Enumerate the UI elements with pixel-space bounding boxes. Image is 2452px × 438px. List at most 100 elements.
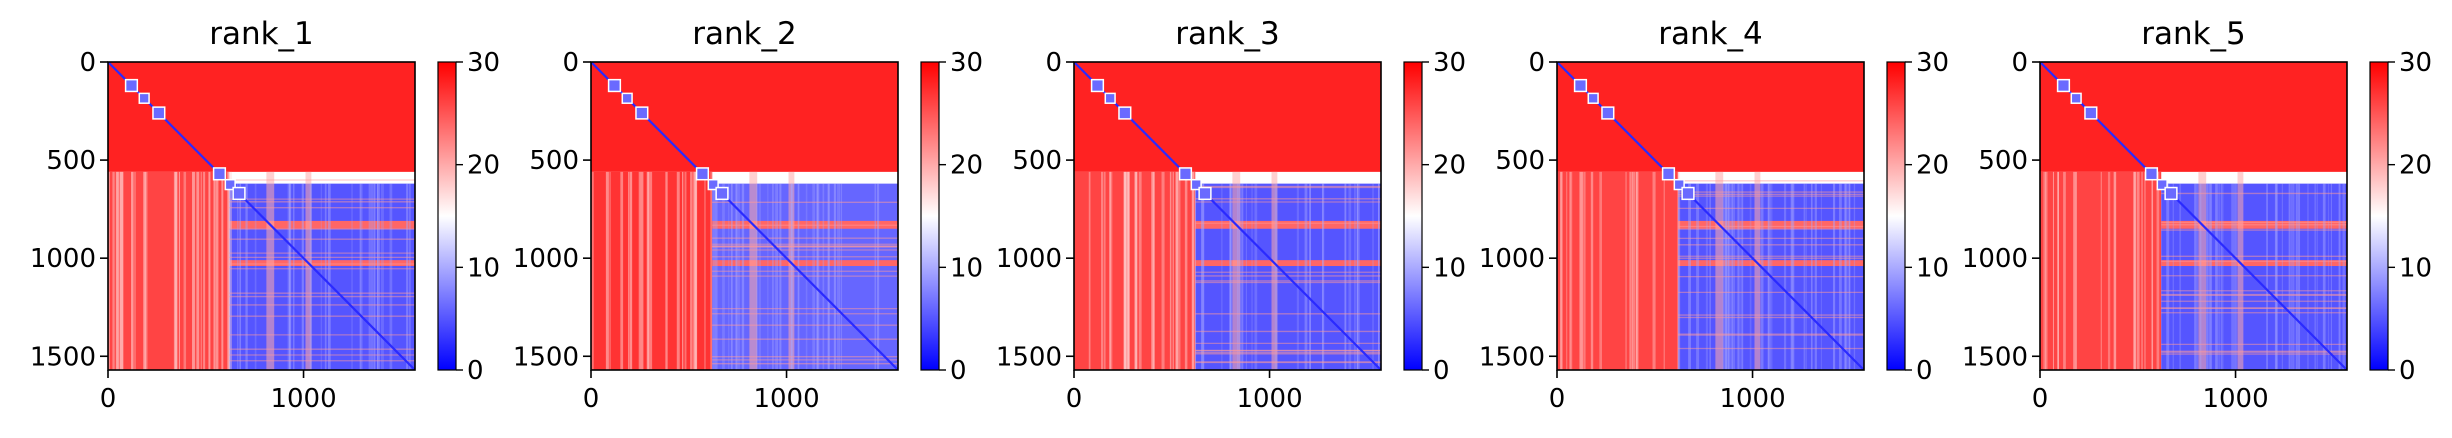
texture-stripe [2220,183,2222,370]
texture-stripe [215,171,219,370]
texture-stripe [730,183,733,370]
heatmap-band [1754,171,1761,370]
texture-stripe [779,183,782,370]
y-tick-label: 1500 [30,342,96,372]
heatmap-block [1195,260,1381,267]
texture-stripe [183,171,187,370]
diagonal-domain [1673,178,1685,191]
texture-stripe [239,183,242,370]
texture-stripe [254,183,257,370]
diagonal-domain [607,78,622,93]
texture-stripe [620,171,624,370]
texture-stripe [755,183,758,370]
diagonal-domain [1587,92,1599,104]
diagonal-domain [707,178,719,191]
texture-stripe [1161,171,1165,370]
texture-stripe [1230,183,1233,370]
texture-stripe [1581,171,1584,370]
texture-stripe [359,183,361,370]
texture-stripe [2338,183,2341,370]
texture-stripe [2073,171,2077,370]
texture-stripe [2063,171,2066,370]
heatmap-block [1678,260,1864,267]
colorbar-tick-label: 20 [950,151,983,181]
heatmap-matrix [591,62,898,370]
heatmap-block [2040,171,2162,370]
y-tick-label: 0 [1528,48,1545,78]
x-tick-label: 0 [2032,384,2049,414]
texture-stripe [119,171,121,370]
diagonal-domain [1190,178,1202,191]
texture-stripe [1636,171,1639,370]
texture-stripe [1124,171,1127,370]
y-tick-label: 500 [46,146,96,176]
y-tick-label: 0 [562,48,579,78]
texture-stripe [629,171,633,370]
texture-stripe [1229,183,1232,370]
texture-stripe [328,183,331,370]
texture-stripe [120,171,124,370]
x-tick-label: 1000 [753,384,819,414]
texture-stripe [287,183,291,370]
colorbar-tick-label: 0 [2399,356,2416,386]
texture-stripe [174,171,178,370]
texture-stripe [1229,183,1232,370]
chart-title: rank_5 [2141,16,2246,52]
y-tick-label: 1000 [513,244,579,274]
texture-stripe [178,171,180,370]
y-tick-label: 1500 [513,342,579,372]
texture-stripe [373,183,376,370]
texture-stripe [1175,171,1179,370]
texture-stripe [1175,171,1179,370]
texture-stripe [1599,171,1603,370]
colorbar-tick-label: 30 [2399,48,2432,78]
texture-stripe [229,171,232,370]
texture-stripe [1101,171,1104,370]
texture-stripe [2218,183,2220,370]
texture-stripe [1652,171,1656,370]
texture-stripe [737,183,740,370]
heatmap-block [1195,220,1381,229]
diagonal-domain [2070,92,2082,104]
texture-stripe [876,183,880,370]
texture-stripe [1184,171,1188,370]
texture-stripe [2075,171,2077,370]
y-tick-label: 500 [529,146,579,176]
y-tick-label: 500 [1978,146,2028,176]
texture-stripe [609,171,611,370]
diagonal-domain [1178,167,1193,181]
diagonal-domain [2056,78,2071,93]
diagonal-domain [224,178,236,191]
texture-stripe [1104,171,1106,370]
texture-stripe [2052,171,2054,370]
colorbar-tick-label: 0 [1916,356,1933,386]
texture-stripe [1169,171,1172,370]
texture-stripe [1344,183,1347,370]
texture-stripe [1304,183,1308,370]
texture-stripe [1195,171,1196,370]
texture-stripe [2156,171,2160,370]
heatmap-block [1678,220,1864,229]
texture-stripe [1109,171,1111,370]
texture-stripe [1109,171,1113,370]
texture-stripe [638,171,641,370]
texture-stripe [2133,171,2136,370]
texture-stripe [1191,171,1195,370]
texture-stripe [2196,183,2198,370]
texture-stripe [221,171,224,370]
texture-stripe [237,183,239,370]
diagonal-domain [2156,178,2168,191]
texture-stripe [2307,183,2309,370]
heatmap-band [1271,171,1278,370]
colorbar-tick-label: 10 [1433,253,1466,283]
texture-stripe [704,171,706,370]
diagonal-domain [152,106,166,120]
texture-stripe [1625,171,1627,370]
y-tick-label: 1500 [1962,342,2028,372]
texture-stripe [790,183,794,370]
texture-stripe [292,183,295,370]
texture-stripe [1344,183,1346,370]
texture-stripe [713,183,715,370]
